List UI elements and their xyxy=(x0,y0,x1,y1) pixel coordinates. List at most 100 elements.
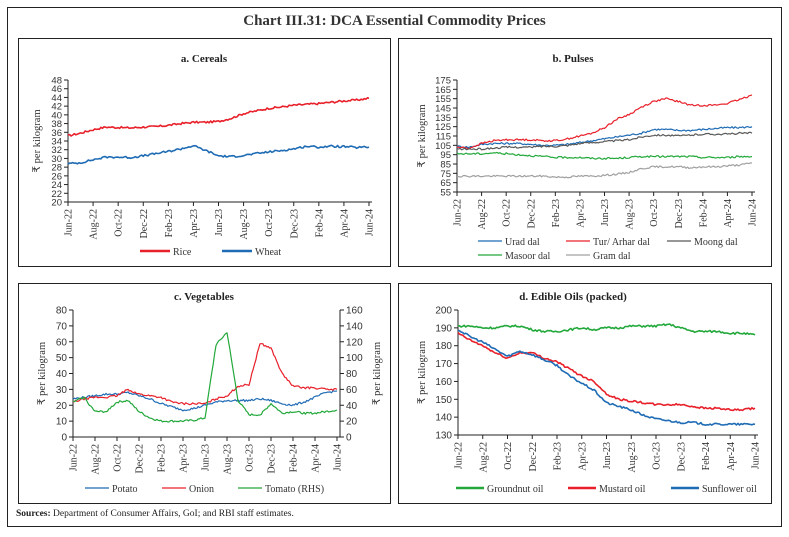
y-tick-label-right: 0 xyxy=(346,433,352,444)
y-tick-label: 40 xyxy=(51,110,62,121)
y-tick-label: 20 xyxy=(51,198,62,209)
y-tick-label: 48 xyxy=(51,76,62,87)
y-tick-label: 140 xyxy=(435,413,452,424)
x-tick-label: Oct-23 xyxy=(264,209,275,237)
y-tick-label: 115 xyxy=(436,132,451,143)
x-tick-label: Apr-24 xyxy=(723,199,734,228)
x-tick-label: Feb-23 xyxy=(164,209,175,237)
x-tick-label: Aug-22 xyxy=(89,209,100,240)
x-tick-label: Jun-24 xyxy=(333,444,344,471)
series-line-tomato-rhs- xyxy=(72,332,338,423)
legend-label: Gram dal xyxy=(593,251,631,262)
x-tick-label: Dec-23 xyxy=(674,199,685,228)
x-tick-label: Feb-24 xyxy=(698,199,709,227)
x-tick-label: Jun-24 xyxy=(365,209,376,236)
panel-pulses xyxy=(398,38,772,267)
y-tick-label: 125 xyxy=(435,122,451,133)
x-tick-label: Jun-22 xyxy=(453,199,464,226)
y-tick-label: 190 xyxy=(435,323,452,334)
y-axis-label: ₹ per kilogram xyxy=(416,341,428,404)
y-axis-label: ₹ per kilogram xyxy=(36,342,48,405)
legend-label: Moong dal xyxy=(694,237,738,248)
x-tick-label: Apr-23 xyxy=(577,442,588,471)
y-tick-label: 28 xyxy=(51,163,62,174)
y-tick-label-right: 40 xyxy=(346,401,358,412)
x-tick-label: Feb-24 xyxy=(701,442,712,470)
y-tick-label: 50 xyxy=(56,353,68,364)
x-tick-label: Feb-23 xyxy=(551,199,562,227)
page-title: Chart III.31: DCA Essential Commodity Pr… xyxy=(243,13,546,29)
legend-label: Groundnut oil xyxy=(487,484,544,495)
y-tick-label: 155 xyxy=(435,94,451,105)
series-line-potato xyxy=(72,390,338,412)
y-tick-label: 70 xyxy=(56,321,68,332)
series-line-moong-dal xyxy=(456,131,753,151)
x-tick-label: Jun-24 xyxy=(748,199,759,226)
y-tick-label-right: 120 xyxy=(346,337,363,348)
y-tick-label: 26 xyxy=(51,171,62,182)
series-line-onion xyxy=(72,343,338,406)
y-tick-label: 24 xyxy=(51,180,62,191)
y-axis-label: ₹ per kilogram xyxy=(31,109,43,172)
y-tick-label: 165 xyxy=(435,85,451,96)
x-tick-label: Oct-23 xyxy=(652,442,663,470)
legend-label: Masoor dal xyxy=(505,251,550,262)
y-tick-label: 44 xyxy=(51,93,62,104)
y-tick-label: 175 xyxy=(435,76,451,87)
x-tick-label: Dec-22 xyxy=(139,209,150,238)
panel-vegetables xyxy=(18,283,391,504)
y-tick-label: 30 xyxy=(56,385,68,396)
y-tick-label-right: 60 xyxy=(346,385,358,396)
y-tick-label: 130 xyxy=(435,431,452,442)
x-tick-label: Apr-24 xyxy=(726,442,737,471)
series-line-sunflower-oil xyxy=(457,329,756,427)
x-tick-label: Jun-23 xyxy=(201,444,212,471)
y-tick-label: 40 xyxy=(56,369,68,380)
y-tick-label: 170 xyxy=(435,359,452,370)
y-tick-label-right: 160 xyxy=(346,306,363,317)
y-tick-label: 145 xyxy=(435,104,451,115)
x-tick-label: Apr-23 xyxy=(189,209,200,238)
x-tick-label: Dec-23 xyxy=(267,444,278,473)
x-tick-label: Jun-23 xyxy=(602,442,613,469)
y-tick-label: 180 xyxy=(435,341,452,352)
x-tick-label: Oct-22 xyxy=(113,444,124,472)
sources-text: Department of Consumer Affairs, GoI; and… xyxy=(53,509,294,519)
y-tick-label: 32 xyxy=(51,145,62,156)
x-tick-label: Aug-22 xyxy=(91,444,102,475)
y-tick-label: 80 xyxy=(56,306,68,317)
x-tick-label: Oct-22 xyxy=(503,442,514,470)
legend-label: Tur/ Arhar dal xyxy=(593,237,650,248)
y-tick-label: 34 xyxy=(51,137,62,148)
y-tick-label: 0 xyxy=(61,433,67,444)
x-tick-label: Jun-22 xyxy=(69,444,80,471)
y-tick-label: 160 xyxy=(435,377,452,388)
y-tick-label-right: 80 xyxy=(346,369,358,380)
chart-a: a. Cereals 202224262830323436384042444648… xyxy=(31,53,376,258)
legend-label: Tomato (RHS) xyxy=(265,484,324,495)
x-tick-label: Feb-24 xyxy=(314,209,325,237)
sources-note: Sources: Department of Consumer Affairs,… xyxy=(16,509,294,519)
x-tick-label: Aug-23 xyxy=(223,444,234,475)
x-tick-label: Jun-24 xyxy=(751,442,762,469)
chart-title: d. Edible Oils (packed) xyxy=(519,291,627,303)
chart-c: c. Vegetables 0 10 20 30 40 50 60 70 80 ₹ per kilo… xyxy=(36,291,383,495)
chart-b: b. Pulses 5565758595105115125135145155165… xyxy=(416,53,759,262)
x-tick-label: Aug-23 xyxy=(627,442,638,473)
panel-cereals xyxy=(18,38,391,267)
x-tick-label: Jun-23 xyxy=(600,199,611,226)
x-tick-label: Dec-22 xyxy=(526,199,537,228)
x-tick-label: Oct-22 xyxy=(502,199,513,227)
y-tick-label: 55 xyxy=(440,188,451,199)
x-tick-label: Oct-23 xyxy=(245,444,256,472)
y-tick-label: 22 xyxy=(51,189,62,200)
legend-label: Rice xyxy=(173,247,192,258)
y-tick-label: 38 xyxy=(51,119,62,130)
y-tick-label: 65 xyxy=(440,178,451,189)
x-tick-label: Jun-22 xyxy=(64,209,75,236)
x-tick-label: Aug-23 xyxy=(239,209,250,240)
y-tick-label: 200 xyxy=(435,306,452,317)
x-tick-label: Aug-23 xyxy=(625,199,636,230)
chart-frame xyxy=(7,7,782,527)
